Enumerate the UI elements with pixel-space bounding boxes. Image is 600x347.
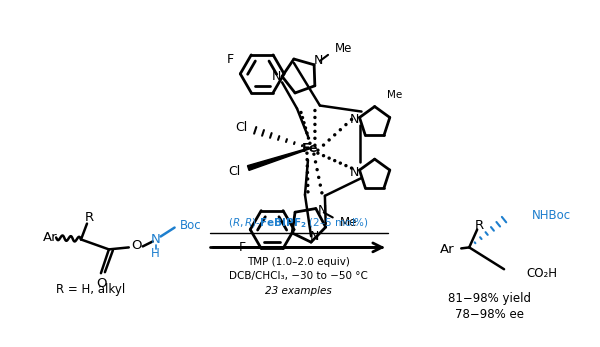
Text: DCB/CHCl₃, −30 to −50 °C: DCB/CHCl₃, −30 to −50 °C bbox=[229, 271, 367, 281]
Circle shape bbox=[340, 162, 341, 164]
Text: Ar: Ar bbox=[43, 231, 58, 244]
Text: N: N bbox=[310, 230, 319, 243]
Circle shape bbox=[317, 149, 319, 151]
Circle shape bbox=[317, 152, 319, 154]
Circle shape bbox=[314, 144, 316, 146]
Circle shape bbox=[307, 171, 308, 174]
Circle shape bbox=[307, 178, 308, 180]
Text: Cl: Cl bbox=[235, 121, 247, 134]
Text: Boc: Boc bbox=[179, 219, 202, 232]
Circle shape bbox=[350, 167, 353, 169]
Circle shape bbox=[306, 159, 308, 161]
Text: CO₂H: CO₂H bbox=[526, 267, 557, 280]
Text: N: N bbox=[271, 70, 281, 83]
Circle shape bbox=[328, 139, 330, 141]
Text: R = H, alkyl: R = H, alkyl bbox=[56, 282, 125, 296]
Circle shape bbox=[307, 184, 309, 186]
Text: TMP (1.0–2.0 equiv): TMP (1.0–2.0 equiv) bbox=[247, 257, 349, 267]
Circle shape bbox=[301, 117, 304, 119]
Circle shape bbox=[323, 144, 325, 146]
Circle shape bbox=[309, 142, 311, 144]
Circle shape bbox=[323, 155, 325, 156]
Text: R: R bbox=[475, 219, 484, 232]
Text: R: R bbox=[85, 211, 94, 224]
Circle shape bbox=[304, 127, 307, 129]
Circle shape bbox=[314, 130, 316, 132]
Circle shape bbox=[340, 129, 341, 131]
Circle shape bbox=[328, 157, 330, 159]
Text: N: N bbox=[151, 233, 161, 246]
Text: Cl: Cl bbox=[228, 164, 241, 178]
Text: $(R,R)$-$\mathbf{FeBIPF_2}$ (2–5 mol%): $(R,R)$-$\mathbf{FeBIPF_2}$ (2–5 mol%) bbox=[227, 217, 368, 230]
Text: NHBoc: NHBoc bbox=[532, 209, 571, 222]
Circle shape bbox=[316, 169, 318, 171]
Text: N: N bbox=[350, 166, 359, 179]
Circle shape bbox=[307, 137, 310, 139]
Circle shape bbox=[345, 164, 347, 167]
Text: N: N bbox=[350, 113, 359, 126]
Polygon shape bbox=[247, 148, 310, 170]
Text: Me: Me bbox=[340, 216, 358, 229]
Circle shape bbox=[318, 176, 320, 178]
Circle shape bbox=[314, 117, 316, 118]
Text: N: N bbox=[313, 54, 323, 67]
Text: 78−98% ee: 78−98% ee bbox=[455, 308, 524, 321]
Circle shape bbox=[314, 110, 316, 111]
Circle shape bbox=[314, 161, 317, 163]
Text: 81−98% yield: 81−98% yield bbox=[448, 293, 530, 305]
Text: 23 examples: 23 examples bbox=[265, 286, 331, 296]
Circle shape bbox=[334, 134, 336, 136]
Text: O: O bbox=[97, 277, 107, 290]
Text: Me: Me bbox=[387, 90, 402, 100]
Circle shape bbox=[314, 124, 316, 125]
Text: Fe: Fe bbox=[302, 142, 318, 155]
Text: Ar: Ar bbox=[440, 243, 455, 256]
Circle shape bbox=[319, 184, 322, 186]
Circle shape bbox=[321, 192, 323, 194]
Circle shape bbox=[313, 153, 315, 155]
Circle shape bbox=[314, 137, 316, 139]
Circle shape bbox=[345, 124, 347, 126]
Circle shape bbox=[350, 118, 353, 120]
Circle shape bbox=[307, 191, 309, 193]
Circle shape bbox=[307, 165, 308, 167]
Text: F: F bbox=[227, 53, 234, 66]
Circle shape bbox=[303, 122, 305, 124]
Text: O: O bbox=[131, 239, 142, 252]
Circle shape bbox=[300, 111, 302, 113]
Text: F: F bbox=[239, 241, 246, 254]
Circle shape bbox=[306, 132, 308, 134]
Circle shape bbox=[306, 152, 308, 154]
Text: H: H bbox=[151, 247, 160, 260]
Circle shape bbox=[334, 160, 336, 162]
Text: N: N bbox=[318, 204, 328, 217]
Text: Me: Me bbox=[335, 42, 353, 56]
